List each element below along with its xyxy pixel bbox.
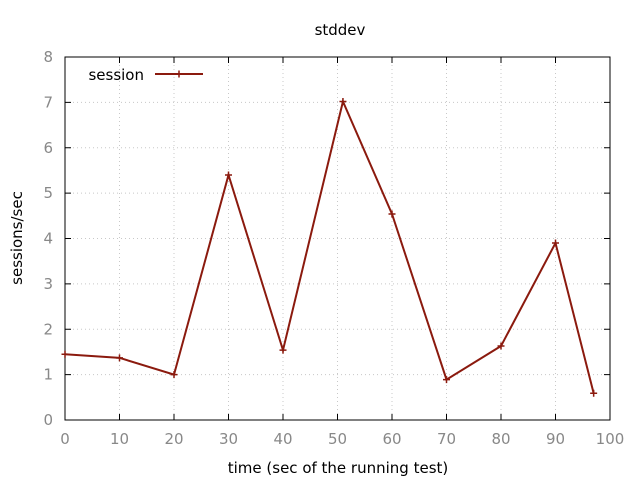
x-axis-label: time (sec of the running test) [228,459,449,477]
grid [65,57,610,420]
x-tick-label: 100 [596,430,625,448]
data-point [279,346,287,354]
data-point [225,171,232,179]
x-tick-label: 10 [110,430,129,448]
x-tick-label: 40 [273,430,292,448]
x-tick-label: 60 [382,430,401,448]
legend-marker-session [175,70,183,78]
y-tick-label: 6 [43,139,53,157]
data-point [388,210,396,218]
y-axis-label: sessions/sec [8,191,26,285]
y-tick-label: 0 [43,411,53,429]
y-tick-label: 1 [43,366,53,384]
legend-label-session: session [88,66,144,84]
x-tick-label: 80 [491,430,510,448]
data-point [590,389,598,397]
data-point [61,350,69,358]
data-point [339,97,347,105]
y-tick-label: 7 [43,93,53,111]
x-tick-label: 20 [164,430,183,448]
ticks: 0 10 20 30 40 50 60 70 80 90 100 0 1 2 3 4 5 6 7 8 [43,48,624,448]
legend: session [88,66,203,84]
data-point [116,354,123,362]
y-tick-label: 5 [43,184,53,202]
x-tick-label: 50 [328,430,347,448]
y-tick-label: 3 [43,275,53,293]
series-line-session [64,98,595,394]
y-tick-label: 2 [43,320,53,338]
series [61,97,598,397]
x-tick-label: 0 [60,430,70,448]
x-tick-label: 70 [437,430,456,448]
data-point [552,239,559,247]
x-tick-label: 30 [219,430,238,448]
y-tick-label: 8 [43,48,53,66]
data-point [170,371,178,379]
data-point [443,376,450,384]
y-tick-label: 4 [43,230,53,248]
data-point [497,342,505,350]
x-tick-label: 90 [546,430,565,448]
chart-title: stddev [315,21,366,39]
